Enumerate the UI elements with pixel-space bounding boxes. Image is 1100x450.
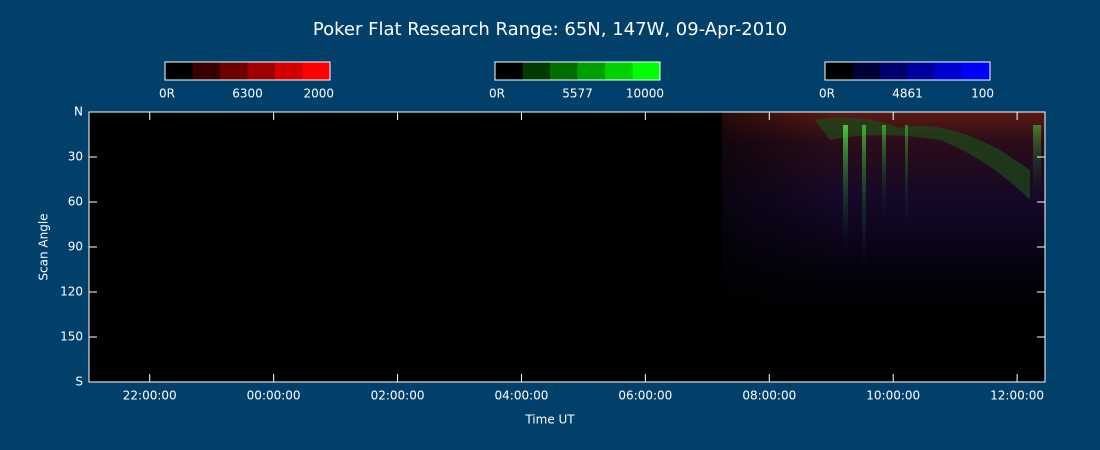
aurora-streak: [1033, 125, 1041, 205]
aurora-streak: [862, 125, 866, 275]
x-tick-label: 10:00:00: [866, 389, 920, 403]
colorbar-segment: [962, 62, 991, 80]
aurora-arc: [815, 117, 1030, 200]
y-tick-label: 90: [68, 240, 83, 254]
y-tick-label: N: [74, 105, 83, 119]
colorbar-segment: [632, 62, 661, 80]
colorbar-segment: [192, 62, 221, 80]
x-tick-label: 00:00:00: [247, 389, 301, 403]
x-tick-label: 22:00:00: [123, 389, 177, 403]
colorbar-max-label: 2000: [303, 87, 334, 101]
colorbar-min-label: 0R: [819, 87, 835, 101]
colorbar-min-label: 0R: [159, 87, 175, 101]
x-tick-label: 04:00:00: [495, 389, 549, 403]
colorbar-segment: [220, 62, 248, 80]
x-tick-label: 08:00:00: [742, 389, 796, 403]
aurora-streak: [882, 125, 886, 225]
y-axis-label: Scan Angle: [37, 213, 51, 280]
y-tick-label: 60: [68, 195, 83, 209]
colorbar-frame: [494, 61, 661, 81]
colorbar-max-label: 100: [971, 87, 994, 101]
colorbar-frame: [164, 61, 331, 81]
x-tick-label: 02:00:00: [371, 389, 425, 403]
colorbar-frame: [824, 61, 991, 81]
colorbar-max-label: 10000: [626, 87, 664, 101]
colorbar-segment: [247, 62, 276, 80]
colorbar-segment: [302, 62, 331, 80]
colorbar-segment: [935, 62, 963, 80]
y-tick-label: 30: [68, 150, 83, 164]
colorbar-segment: [522, 62, 551, 80]
colorbar-segment: [495, 62, 523, 80]
colorbar-wavelength: 5577: [562, 87, 593, 101]
colorbar-wavelength: 4861: [892, 87, 923, 101]
x-tick-label: 12:00:00: [990, 389, 1044, 403]
colorbar-segment: [275, 62, 303, 80]
colorbar-segment: [825, 62, 853, 80]
chart-title: Poker Flat Research Range: 65N, 147W, 09…: [313, 19, 787, 40]
colorbar-segment: [577, 62, 606, 80]
aurora-streak: [905, 125, 908, 235]
x-axis-label: Time UT: [524, 413, 575, 427]
y-tick-label: 150: [60, 330, 83, 344]
colorbar-segment: [880, 62, 908, 80]
colorbar-segment: [907, 62, 936, 80]
y-tick-label: S: [75, 375, 83, 389]
colorbar-segment: [550, 62, 578, 80]
colorbar-segment: [852, 62, 881, 80]
colorbar-segment: [165, 62, 193, 80]
aurora-image: [722, 112, 1045, 312]
colorbar-segment: [605, 62, 633, 80]
y-tick-label: 120: [60, 285, 83, 299]
x-tick-label: 06:00:00: [618, 389, 672, 403]
colorbar-wavelength: 6300: [232, 87, 263, 101]
aurora-streak: [843, 125, 848, 255]
colorbar-min-label: 0R: [489, 87, 505, 101]
